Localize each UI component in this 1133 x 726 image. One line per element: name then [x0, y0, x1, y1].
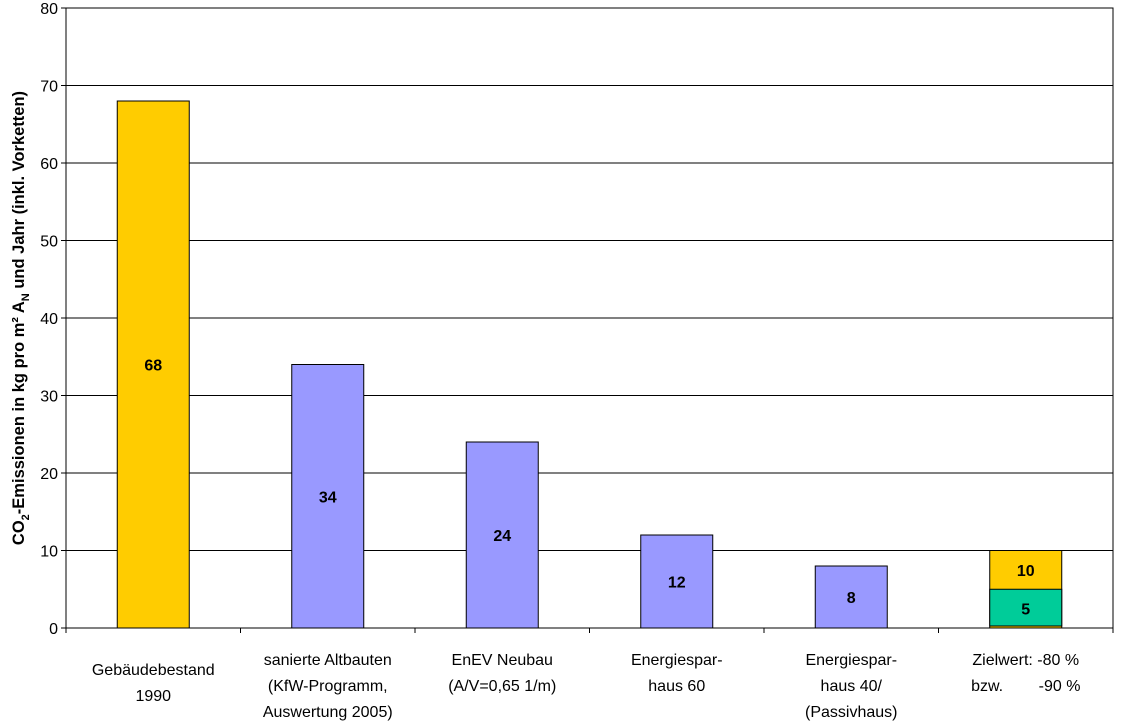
axes: [61, 7, 1114, 633]
bar: [116, 100, 190, 629]
y-tick-label: 50: [40, 234, 58, 251]
category-label: haus 40/: [821, 678, 883, 695]
overlay-bar: [989, 588, 1063, 627]
bar-value-label: 10: [1017, 563, 1035, 580]
labels: 0 10 20 30 40 50 60 70 80 68 34 24 12 8 10 5 Gebäudebest…: [40, 1, 1080, 721]
bar: [814, 565, 888, 629]
category-label: (KfW-Programm,: [268, 678, 388, 695]
bar-value-label: 24: [493, 528, 511, 545]
category-label: 1990: [135, 688, 171, 705]
bar: [291, 364, 365, 629]
bar: [640, 534, 714, 629]
category-label: (Passivhaus): [805, 704, 897, 721]
gridlines: [66, 7, 1113, 551]
category-label: Energiespar-: [631, 652, 723, 669]
bar-value-label: 8: [847, 590, 856, 607]
category-label: Energiespar-: [805, 652, 897, 669]
bar-value-label: 12: [668, 575, 686, 592]
y-tick-label: 10: [40, 544, 58, 561]
bar-value-label: 34: [319, 489, 337, 506]
bar-value-label: 68: [144, 358, 162, 375]
category-label: Gebäudebestand: [92, 662, 215, 679]
y-tick-label: 0: [49, 621, 58, 638]
y-tick-label: 40: [40, 311, 58, 328]
category-label: haus 60: [648, 678, 705, 695]
category-label: Auswertung 2005): [263, 704, 393, 721]
y-tick-label: 70: [40, 79, 58, 96]
y-tick-label: 30: [40, 389, 58, 406]
y-tick-label: 60: [40, 156, 58, 173]
y-axis-label: CO2-Emissionen in kg pro m² AN und Jahr …: [10, 91, 32, 545]
category-label: Zielwert: -80 %: [972, 652, 1079, 669]
category-label: (A/V=0,65 1/m): [448, 678, 556, 695]
y-tick-label: 80: [40, 1, 58, 18]
category-label: bzw. -90 %: [971, 678, 1080, 695]
bars: [116, 100, 1063, 629]
category-label: sanierte Altbauten: [264, 652, 392, 669]
y-tick-label: 20: [40, 466, 58, 483]
category-label: EnEV Neubau: [452, 652, 553, 669]
bar: [465, 441, 539, 629]
overlay-bar-value-label: 5: [1021, 602, 1030, 619]
